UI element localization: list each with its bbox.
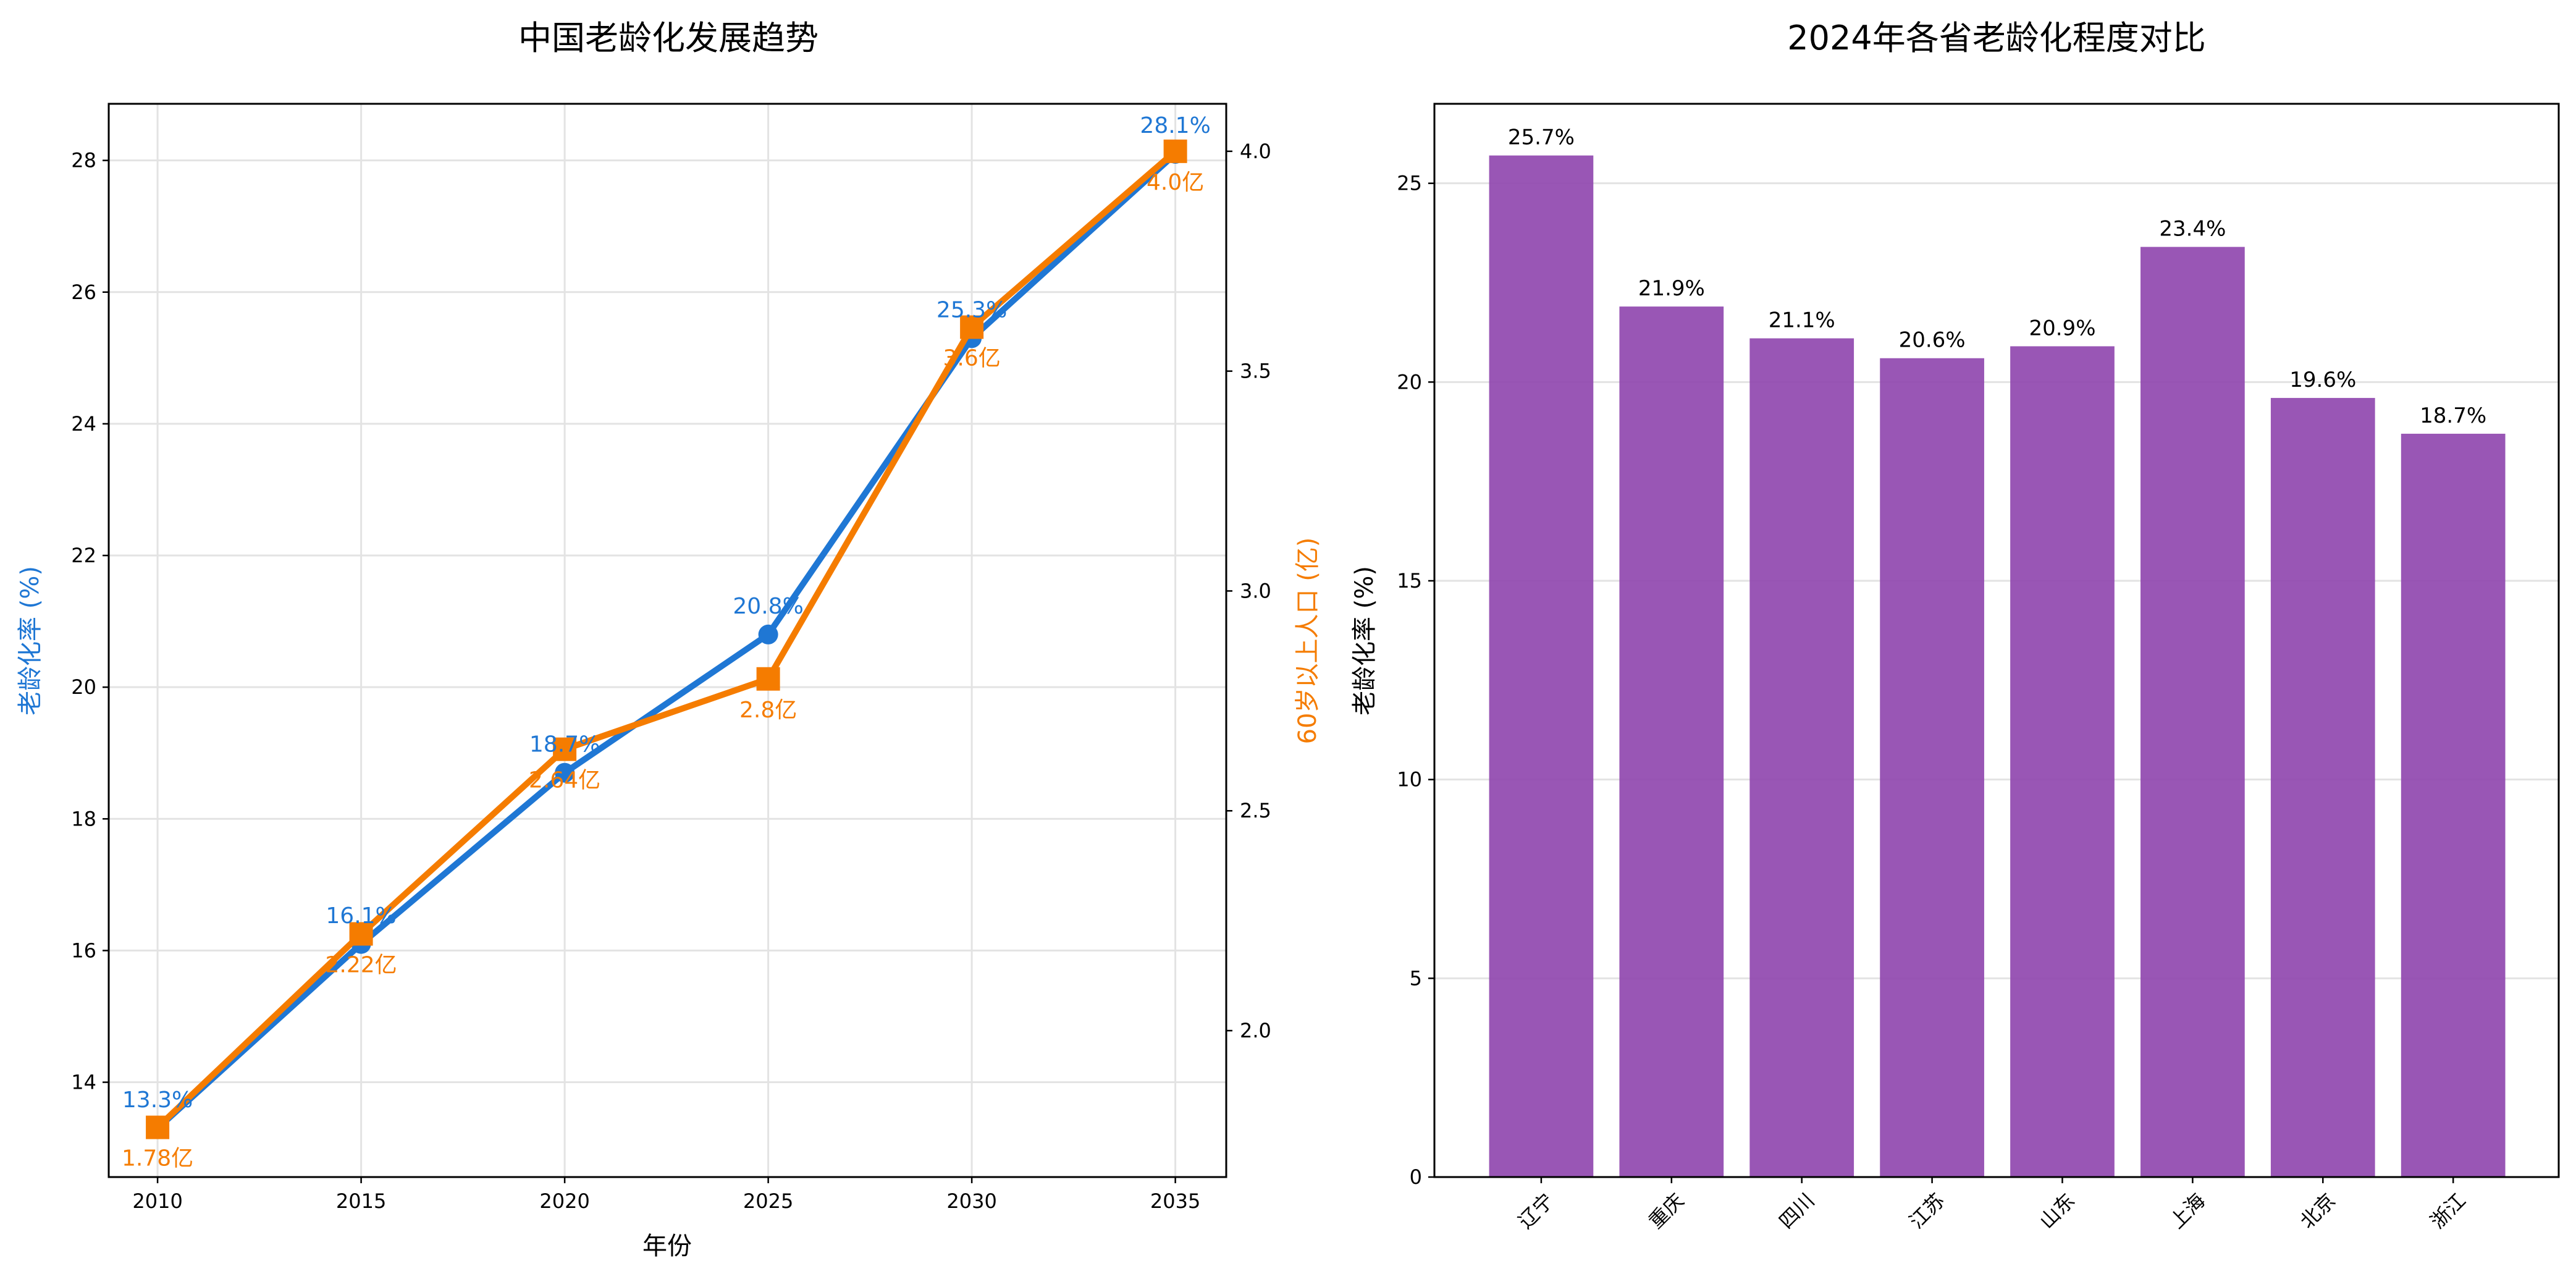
aging-rate-label: 13.3%	[122, 1087, 193, 1113]
bar-value-label: 18.7%	[2420, 403, 2486, 428]
left-chart-xlabel: 年份	[642, 1232, 692, 1260]
x-tick-label: 2035	[1150, 1189, 1200, 1213]
elderly-population-label: 1.78亿	[122, 1146, 193, 1171]
left-y-tick-label: 14	[71, 1071, 96, 1094]
bar	[2140, 247, 2245, 1178]
aging-rate-label: 28.1%	[1140, 113, 1210, 138]
elderly-population-label: 2.64亿	[529, 768, 600, 793]
x-tick-label: 2030	[946, 1189, 996, 1213]
bar	[2270, 398, 2375, 1177]
left-chart-right-ylabel: 60岁以上人口 (亿)	[1294, 538, 1322, 745]
x-tick-label: 重庆	[1644, 1189, 1688, 1233]
bar	[1880, 358, 1984, 1177]
left-y-tick-label: 20	[71, 675, 96, 699]
series-line-elderly-population	[155, 149, 1177, 1130]
bar-value-label: 23.4%	[2159, 217, 2226, 242]
bar	[2401, 433, 2506, 1177]
bar-value-label: 20.9%	[2029, 316, 2095, 340]
x-tick-label: 山东	[2035, 1189, 2079, 1233]
bar-value-label: 25.7%	[1508, 125, 1575, 150]
left-y-tick-label: 18	[71, 807, 96, 830]
aging-rate-point	[555, 762, 575, 783]
aging-rate-label: 18.7%	[529, 732, 600, 758]
elderly-population-label: 4.0亿	[1147, 170, 1204, 195]
elderly-population-point	[146, 1115, 170, 1139]
elderly-population-label: 2.8亿	[739, 698, 797, 723]
right-plot-frame	[1433, 103, 2560, 1178]
y-tick-label: 25	[1397, 172, 1422, 195]
left-y-tick-label: 16	[71, 939, 96, 962]
elderly-population-point	[960, 315, 984, 339]
bar	[1749, 338, 1854, 1177]
elderly-population-point	[1163, 139, 1187, 163]
right-y-tick-label: 2.5	[1240, 799, 1271, 822]
x-tick-label: 2020	[539, 1189, 589, 1213]
x-tick-label: 2015	[336, 1189, 386, 1213]
x-tick-label: 北京	[2296, 1189, 2340, 1233]
bar-value-label: 21.1%	[1769, 308, 1835, 333]
left-chart-title: 中国老龄化发展趋势	[518, 19, 819, 57]
x-tick-label: 2025	[743, 1189, 793, 1213]
bar-value-label: 19.6%	[2289, 368, 2356, 392]
bar-value-label: 21.9%	[1638, 276, 1705, 301]
bar	[2010, 346, 2115, 1177]
elderly-population-point	[756, 667, 780, 691]
left-plot-frame	[107, 103, 1227, 1178]
y-tick-label: 5	[1410, 966, 1422, 990]
x-tick-label: 2010	[132, 1189, 182, 1213]
bar-value-label: 20.6%	[1899, 328, 1966, 353]
right-y-tick-label: 2.0	[1240, 1019, 1271, 1042]
y-tick-label: 15	[1397, 569, 1422, 593]
x-tick-label: 四川	[1774, 1189, 1819, 1233]
left-y-tick-label: 22	[71, 544, 96, 567]
aging-rate-label: 16.1%	[326, 903, 396, 929]
left-y-tick-label: 28	[71, 149, 96, 172]
elderly-population-label: 2.22亿	[326, 952, 397, 977]
x-tick-label: 上海	[2165, 1189, 2210, 1233]
right-y-tick-label: 3.0	[1240, 579, 1271, 602]
y-tick-label: 0	[1410, 1165, 1422, 1189]
elderly-population-label: 3.6亿	[943, 345, 1000, 371]
aging-rate-label: 25.3%	[937, 297, 1007, 323]
aging-rate-label: 20.8%	[733, 594, 803, 619]
bar	[1489, 155, 1594, 1178]
y-tick-label: 10	[1397, 768, 1422, 791]
right-y-tick-label: 4.0	[1240, 140, 1271, 163]
left-chart-ylabel: 老龄化率 (%)	[16, 566, 44, 715]
elderly-population-point	[349, 922, 373, 946]
x-tick-label: 辽宁	[1513, 1189, 1558, 1233]
right-chart-title: 2024年各省老龄化程度对比	[1787, 19, 2205, 57]
aging-rate-point	[758, 624, 778, 644]
y-tick-label: 20	[1397, 370, 1422, 394]
bar	[1619, 306, 1724, 1178]
elderly-population-point	[553, 737, 577, 761]
left-y-tick-label: 24	[71, 412, 96, 436]
left-y-tick-label: 26	[71, 281, 96, 304]
right-y-tick-label: 3.5	[1240, 360, 1271, 383]
right-chart-ylabel: 老龄化率 (%)	[1350, 566, 1379, 715]
series-line-aging-rate	[155, 151, 1177, 1131]
x-tick-label: 浙江	[2426, 1189, 2470, 1233]
x-tick-label: 江苏	[1905, 1189, 1949, 1233]
